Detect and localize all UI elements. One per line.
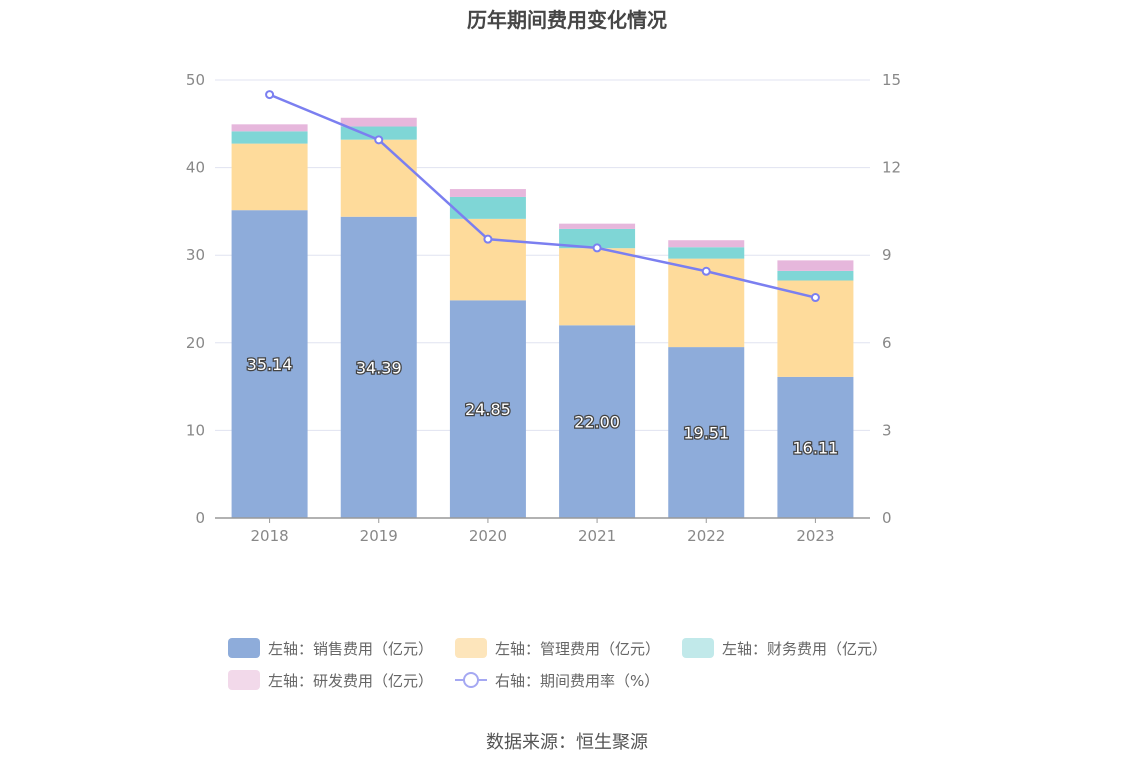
legend-swatch-sales	[228, 638, 260, 658]
data-label: 16.11	[793, 438, 839, 457]
bar-segment-4	[231, 124, 308, 132]
bar-segment-1	[449, 300, 526, 518]
legend-label-finance: 左轴：财务费用（亿元）	[722, 639, 888, 658]
legend-item-rate[interactable]: 右轴：期间费用率（%）	[455, 670, 659, 691]
bar-segment-1	[231, 210, 308, 519]
bar-segment-1	[668, 347, 745, 518]
legend-item-finance[interactable]: 左轴：财务费用（亿元）	[682, 638, 887, 659]
right-axis-tick-label: 9	[882, 246, 892, 264]
data-label: 19.51	[683, 424, 729, 443]
bar-segment-3	[668, 247, 745, 259]
left-axis-tick-label: 40	[186, 159, 205, 177]
x-axis-tick-label: 2022	[687, 527, 725, 545]
left-axis-tick-label: 0	[195, 509, 205, 527]
x-axis-tick-label: 2021	[578, 527, 616, 545]
data-label: 35.14	[247, 355, 293, 374]
x-axis-tick-label: 2023	[796, 527, 834, 545]
right-axis-tick-label: 15	[882, 71, 901, 89]
data-label: 34.39	[356, 358, 402, 377]
x-axis-tick-label: 2020	[469, 527, 507, 545]
legend-label-rate: 右轴：期间费用率（%）	[495, 671, 660, 690]
legend: 左轴：销售费用（亿元） 左轴：管理费用（亿元） 左轴：财务费用（亿元） 左轴：研…	[228, 632, 928, 696]
left-axis-tick-label: 30	[186, 246, 205, 264]
bar-segment-4	[340, 117, 417, 127]
right-axis-tick-label: 6	[882, 334, 892, 352]
chart-plot: 0 0 10 3 20 6 30 9 40 12 50 15 2018 2019 2020 2021 2022 2…	[186, 71, 901, 545]
legend-swatch-admin	[455, 638, 488, 658]
bar-segment-3	[559, 228, 636, 249]
rate-line	[269, 93, 816, 299]
legend-label-rnd: 左轴：研发费用（亿元）	[268, 671, 434, 690]
rate-point	[265, 90, 275, 100]
bar-segment-4	[777, 260, 854, 271]
left-axis-tick-label: 50	[186, 71, 205, 89]
right-axis-tick-label: 3	[882, 421, 892, 439]
legend-swatch-finance	[682, 638, 715, 658]
bar-segment-3	[231, 131, 308, 144]
data-source: 数据来源：恒生聚源	[486, 732, 648, 753]
bar-segment-1	[559, 325, 636, 518]
x-axis-tick-label: 2019	[360, 527, 398, 545]
bar-segment-3	[777, 270, 854, 281]
rate-point	[483, 234, 493, 244]
legend-item-admin[interactable]: 左轴：管理费用（亿元）	[455, 638, 660, 659]
legend-label-sales: 左轴：销售费用（亿元）	[268, 639, 434, 658]
legend-label-admin: 左轴：管理费用（亿元）	[495, 639, 661, 658]
bar-segment-2	[449, 218, 526, 301]
right-axis-tick-label: 12	[882, 159, 901, 177]
rate-point	[592, 243, 602, 253]
left-axis-tick-label: 10	[186, 421, 205, 439]
rate-point	[701, 266, 711, 276]
bar-segment-2	[340, 139, 417, 217]
bar-segment-2	[559, 248, 636, 326]
legend-item-sales[interactable]: 左轴：销售费用（亿元）	[228, 638, 433, 659]
right-axis-tick-label: 0	[882, 509, 892, 527]
legend-item-rnd[interactable]: 左轴：研发费用（亿元）	[228, 670, 433, 691]
left-axis-tick-label: 20	[186, 334, 205, 352]
legend-line-icon	[455, 670, 488, 690]
bar-segment-1	[777, 376, 854, 518]
data-label: 24.85	[465, 400, 511, 419]
x-axis-tick-label: 2018	[250, 527, 288, 545]
bar-segment-4	[668, 240, 745, 248]
bar-segment-3	[340, 126, 417, 140]
bar-segment-4	[559, 223, 636, 229]
rate-point	[810, 293, 820, 303]
chart-title: 历年期间费用变化情况	[467, 8, 667, 32]
data-label: 22.00	[574, 413, 620, 432]
bar-segment-4	[449, 189, 526, 197]
legend-swatch-rnd	[228, 670, 260, 690]
rate-point	[374, 135, 384, 145]
bar-segment-3	[449, 196, 526, 219]
bar-segment-1	[340, 216, 417, 519]
bar-segment-2	[231, 143, 308, 211]
